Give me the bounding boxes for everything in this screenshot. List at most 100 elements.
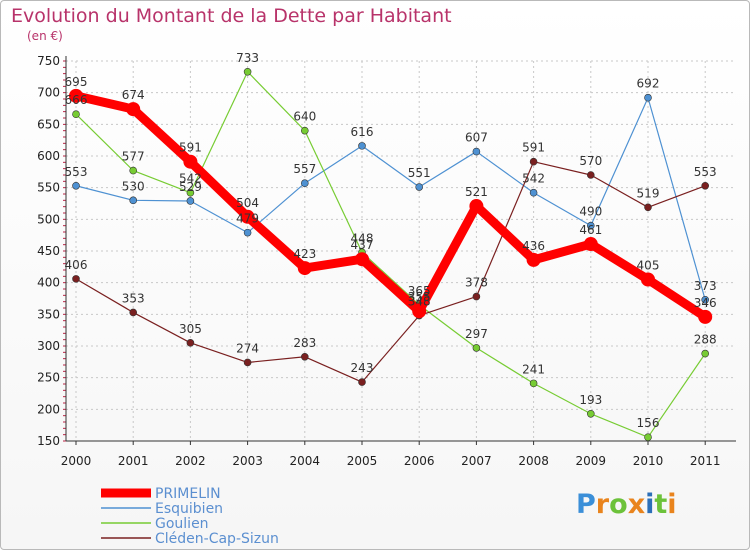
x-tick-label: 2002 xyxy=(175,454,206,468)
x-tick-label: 2001 xyxy=(118,454,149,468)
x-tick-label: 2009 xyxy=(576,454,607,468)
chart-subtitle: (en €) xyxy=(27,29,63,43)
data-label: 193 xyxy=(579,393,602,407)
data-point xyxy=(72,110,80,118)
data-label: 692 xyxy=(637,77,660,91)
data-label: 365 xyxy=(408,284,431,298)
data-point xyxy=(300,179,309,188)
data-label: 461 xyxy=(579,223,602,237)
data-point xyxy=(701,349,710,358)
data-point xyxy=(297,261,312,276)
y-tick-label: 250 xyxy=(37,371,60,385)
data-label: 373 xyxy=(694,279,717,293)
data-label: 695 xyxy=(65,75,88,89)
y-tick-label: 450 xyxy=(37,244,60,258)
data-point xyxy=(129,166,137,175)
data-label: 241 xyxy=(522,362,545,376)
y-tick-label: 600 xyxy=(37,149,60,163)
data-label: 551 xyxy=(408,166,431,180)
data-label: 666 xyxy=(65,93,88,107)
y-tick-label: 300 xyxy=(37,339,60,353)
y-tick-label: 750 xyxy=(37,54,60,68)
data-label: 436 xyxy=(522,239,545,253)
data-point xyxy=(126,102,141,117)
logo-letter: i xyxy=(645,489,655,520)
data-label: 243 xyxy=(351,361,374,375)
data-label: 553 xyxy=(694,165,717,179)
y-tick-label: 650 xyxy=(37,117,60,131)
data-point xyxy=(586,409,595,418)
y-tick-label: 500 xyxy=(37,212,60,226)
x-tick-label: 2008 xyxy=(518,454,549,468)
data-point xyxy=(529,379,538,388)
data-label: 346 xyxy=(694,296,717,310)
data-label: 448 xyxy=(351,231,374,245)
data-point xyxy=(240,209,255,224)
logo-letter: i xyxy=(667,489,677,520)
logo-letter: t xyxy=(654,489,668,520)
logo-letter: x xyxy=(627,489,646,520)
data-label: 353 xyxy=(122,291,145,305)
data-point xyxy=(72,275,80,283)
legend-label: PRIMELIN xyxy=(155,486,221,502)
legend-label: Cléden-Cap-Sizun xyxy=(155,531,279,547)
data-point xyxy=(644,93,652,102)
data-point xyxy=(472,292,481,301)
data-point xyxy=(243,67,252,76)
data-point xyxy=(183,154,198,169)
series-line-esquibien xyxy=(75,97,706,300)
data-label: 348 xyxy=(408,295,431,309)
logo-letter: P xyxy=(576,489,596,520)
data-label: 423 xyxy=(293,247,316,261)
data-label: 378 xyxy=(465,276,488,290)
data-label: 479 xyxy=(236,212,259,226)
data-point xyxy=(300,126,309,135)
x-tick-label: 2003 xyxy=(232,454,263,468)
data-point xyxy=(586,221,595,230)
data-point xyxy=(300,352,309,361)
data-label: 288 xyxy=(694,333,717,347)
data-label: 283 xyxy=(293,336,316,350)
logo-letter: r xyxy=(595,489,610,520)
data-point xyxy=(469,199,484,214)
data-label: 405 xyxy=(637,259,660,273)
data-label: 519 xyxy=(637,186,660,200)
data-point xyxy=(644,203,652,212)
data-point xyxy=(355,252,369,267)
data-label: 640 xyxy=(293,110,316,124)
series-line-cl-den-cap-sizun xyxy=(75,161,706,383)
data-label: 406 xyxy=(65,258,88,272)
y-tick-label: 550 xyxy=(37,181,60,195)
data-label: 542 xyxy=(522,172,545,186)
data-point xyxy=(641,272,655,287)
proxiti-logo: Proxiti xyxy=(576,489,677,520)
series-line-primelin xyxy=(74,91,708,321)
x-tick-label: 2005 xyxy=(347,454,378,468)
x-tick-label: 2004 xyxy=(290,454,321,468)
data-point xyxy=(129,308,137,317)
legend-label: Esquibien xyxy=(155,501,223,517)
data-label: 570 xyxy=(579,154,602,168)
data-point xyxy=(698,309,713,324)
data-point xyxy=(586,171,595,179)
data-point xyxy=(243,228,252,237)
data-label: 557 xyxy=(293,162,316,176)
data-point xyxy=(529,157,538,166)
data-label: 591 xyxy=(179,141,202,155)
data-label: 674 xyxy=(122,88,145,102)
data-point xyxy=(701,181,710,190)
x-tick-label: 2007 xyxy=(461,454,492,468)
data-label: 577 xyxy=(122,150,145,164)
y-tick-label: 400 xyxy=(37,276,60,290)
data-point xyxy=(701,295,710,304)
data-point xyxy=(243,358,252,367)
data-label: 521 xyxy=(465,185,488,199)
data-point xyxy=(129,196,137,205)
data-label: 504 xyxy=(236,196,259,210)
y-tick-label: 700 xyxy=(37,86,60,100)
data-label: 529 xyxy=(179,180,202,194)
x-tick-label: 2000 xyxy=(61,454,92,468)
data-point xyxy=(186,188,195,197)
data-label: 733 xyxy=(236,51,259,65)
